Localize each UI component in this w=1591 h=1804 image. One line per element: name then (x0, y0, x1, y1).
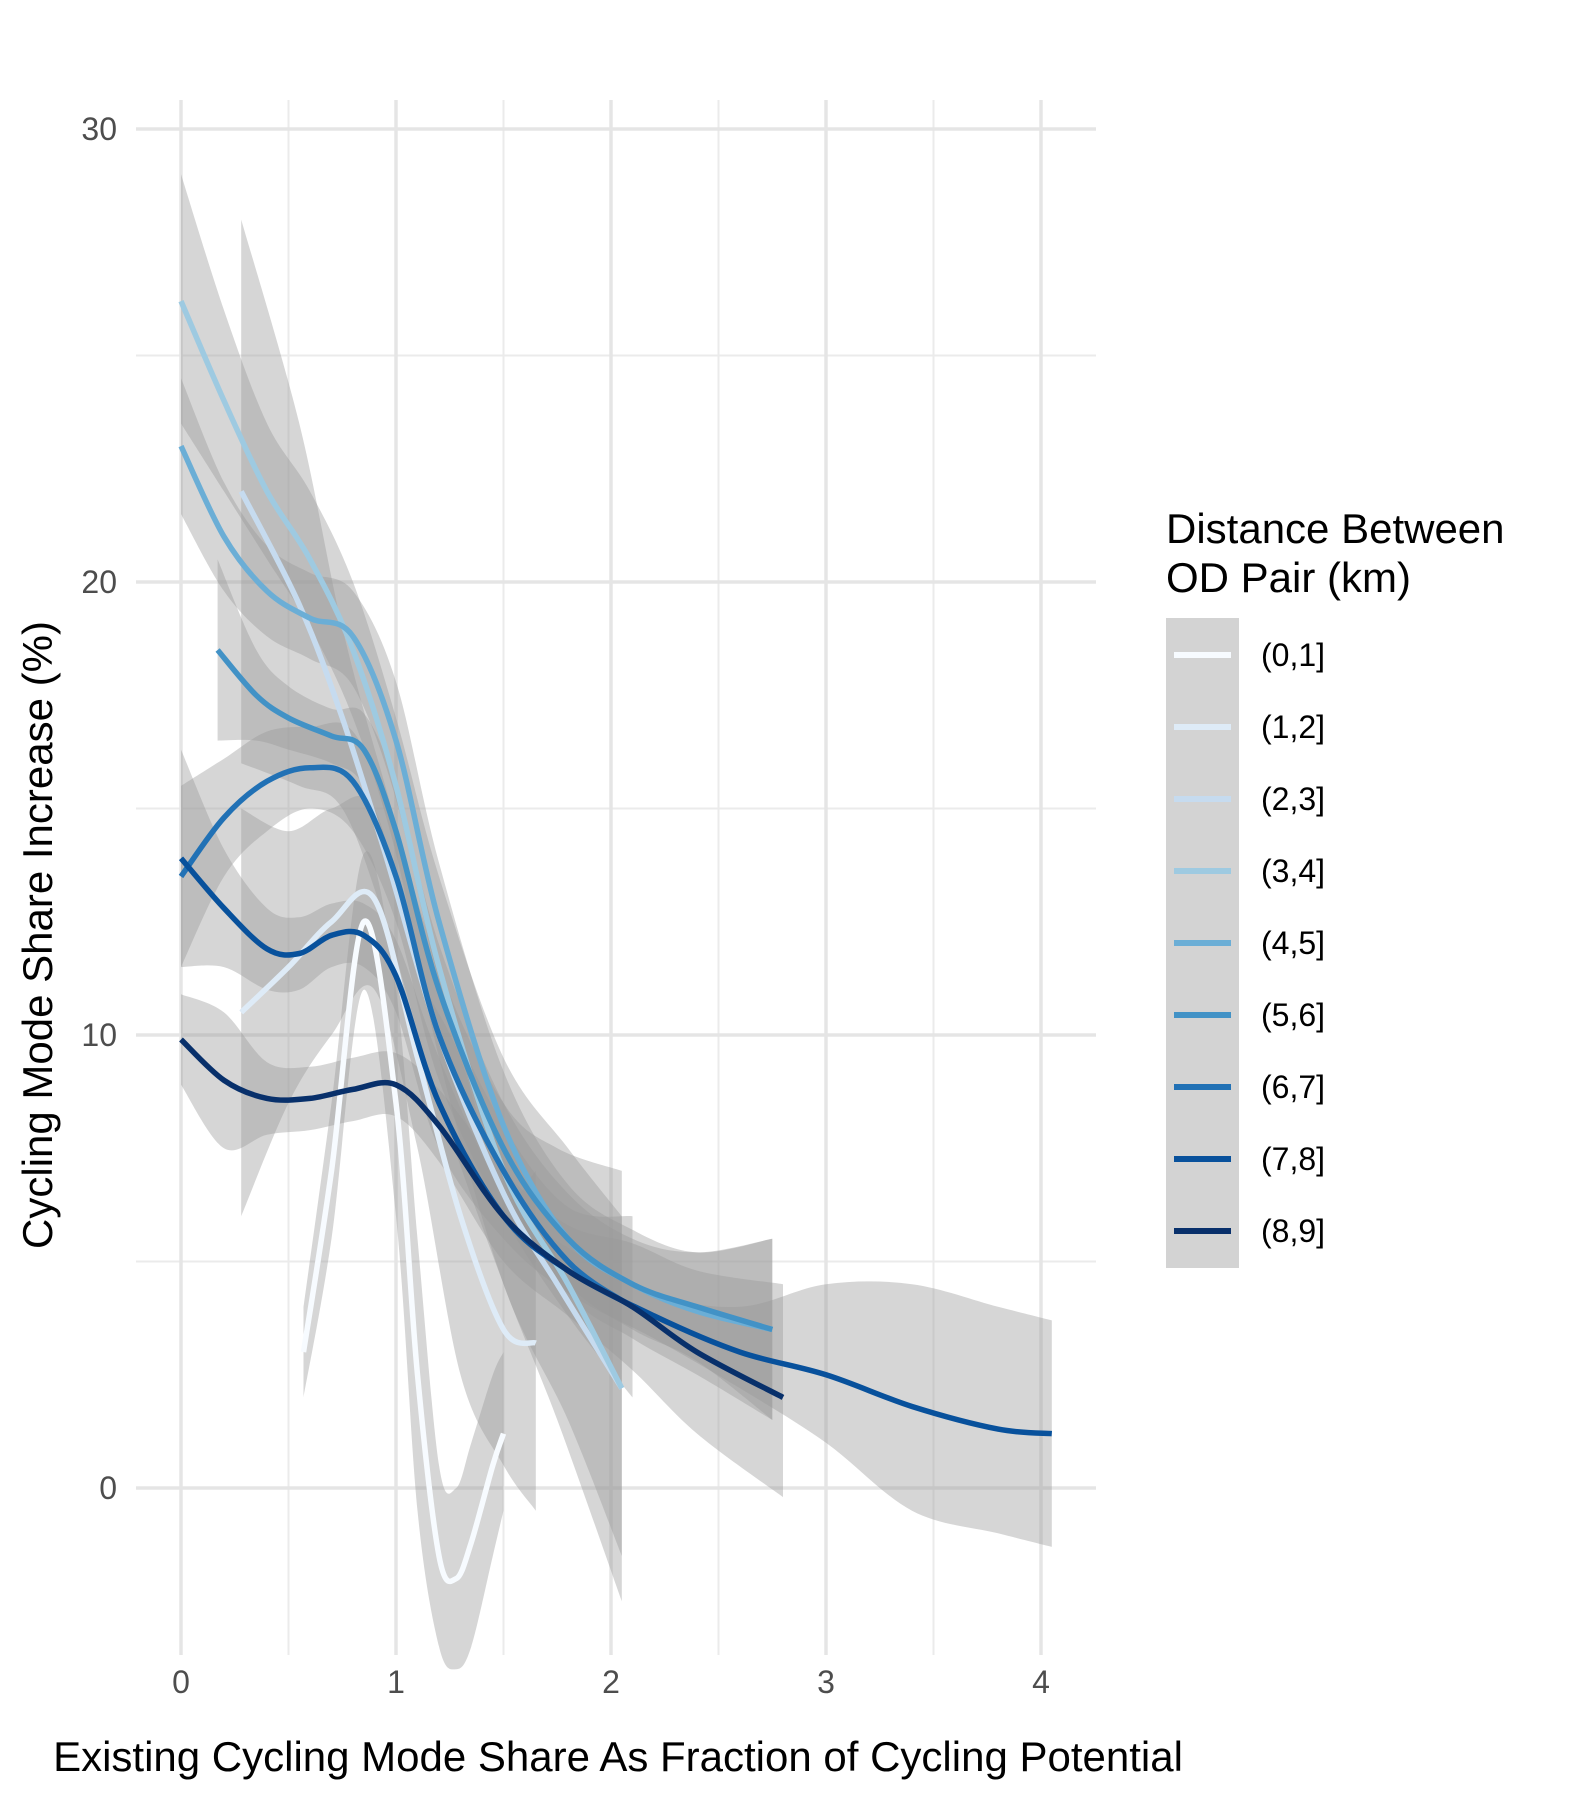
legend-title-line2: OD Pair (km) (1166, 554, 1411, 601)
legend-label-9: (8,9] (1261, 1213, 1325, 1249)
legend-label-8: (7,8] (1261, 1141, 1325, 1177)
y-tick-labels: 0 10 20 30 (81, 111, 117, 1506)
line-series-6 (215, 648, 774, 1333)
legend-label-7: (6,7] (1261, 1069, 1325, 1105)
line-series-4 (178, 300, 625, 1390)
legend-title-line1: Distance Between (1166, 505, 1505, 552)
y-tick-label: 30 (81, 111, 117, 147)
x-tick-label: 0 (172, 1664, 190, 1700)
x-tick-label: 1 (387, 1664, 405, 1700)
y-tick-label: 20 (81, 564, 117, 600)
legend-label-3: (2,3] (1261, 781, 1325, 817)
line-series-9 (179, 1037, 785, 1400)
x-tick-label: 2 (602, 1664, 620, 1700)
ribbon-series-3 (241, 219, 622, 1602)
legend-label-6: (5,6] (1261, 997, 1325, 1033)
series-lines (178, 300, 1053, 1585)
x-tick-label: 3 (817, 1664, 835, 1700)
line-series-7 (178, 764, 635, 1310)
line-series-1 (300, 918, 507, 1585)
legend-label-1: (0,1] (1261, 637, 1325, 673)
x-tick-label: 4 (1032, 1664, 1050, 1700)
y-axis-title: Cycling Mode Share Increase (%) (14, 621, 61, 1249)
confidence-ribbons (181, 174, 1052, 1670)
ribbon-series-8 (181, 749, 1052, 1547)
x-axis-title: Existing Cycling Mode Share As Fraction … (53, 1733, 1183, 1780)
legend-label-5: (4,5] (1261, 925, 1325, 961)
ribbon-series-5 (181, 378, 773, 1421)
ribbon-series-2 (241, 795, 536, 1511)
x-tick-labels: 0 1 2 3 4 (172, 1664, 1050, 1700)
ribbon-series-1 (303, 851, 504, 1670)
legend-label-4: (3,4] (1261, 853, 1325, 889)
ribbon-series-6 (217, 559, 773, 1420)
legend: Distance Between OD Pair (km) (0,1] (1,2]… (1166, 505, 1505, 1268)
ribbon-series-9 (181, 994, 783, 1498)
minor-gridlines (136, 100, 1096, 1655)
y-tick-label: 0 (99, 1470, 117, 1506)
legend-label-2: (1,2] (1261, 709, 1325, 745)
y-tick-label: 10 (81, 1017, 117, 1053)
legend-items: (0,1] (1,2] (2,3] (3,4] (4,5] (5,6] (6,7] (7,8]… (1174, 637, 1325, 1249)
